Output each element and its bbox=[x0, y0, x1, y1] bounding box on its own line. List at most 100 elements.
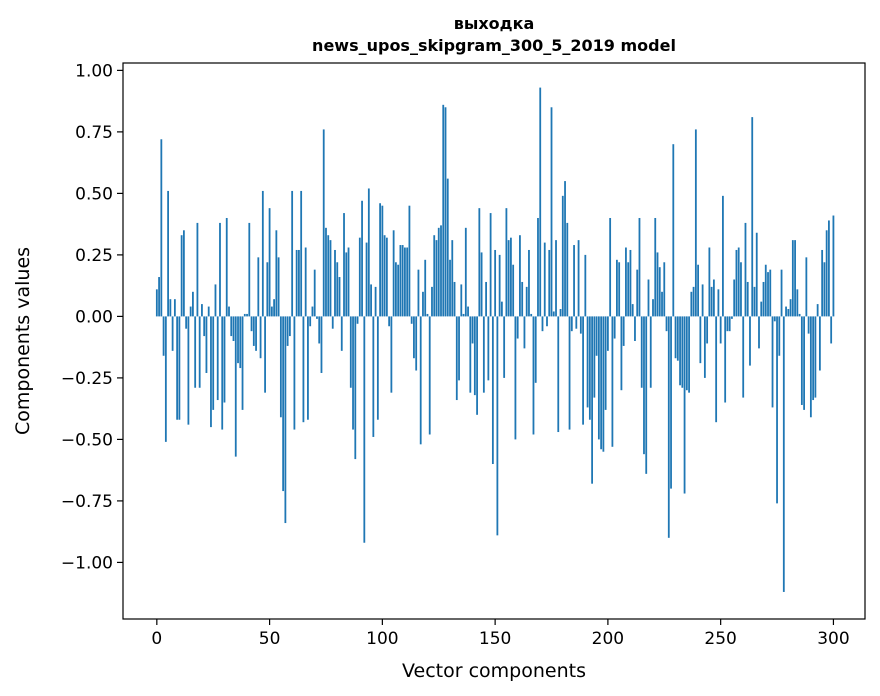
bar bbox=[733, 279, 736, 317]
bar bbox=[239, 316, 242, 369]
bar bbox=[537, 217, 539, 317]
bar bbox=[618, 262, 621, 317]
y-tick-label: 0.00 bbox=[75, 307, 113, 327]
bar bbox=[640, 316, 643, 388]
bar bbox=[634, 316, 636, 341]
bar bbox=[552, 311, 555, 317]
bar bbox=[690, 291, 693, 317]
bar bbox=[478, 208, 481, 317]
bar bbox=[699, 316, 702, 364]
bar bbox=[717, 289, 720, 317]
bar bbox=[273, 299, 275, 317]
bar bbox=[726, 316, 729, 332]
bar bbox=[681, 316, 684, 388]
bar bbox=[487, 316, 490, 381]
bar bbox=[408, 205, 411, 317]
bar bbox=[349, 316, 352, 388]
y-tick-label: 0.50 bbox=[75, 184, 113, 204]
bar bbox=[313, 269, 316, 317]
bar bbox=[753, 286, 756, 317]
y-axis-label: Components values bbox=[12, 247, 34, 435]
bar bbox=[570, 316, 573, 332]
bar bbox=[259, 316, 262, 359]
bar bbox=[338, 277, 341, 317]
bar bbox=[694, 129, 697, 317]
bar bbox=[647, 279, 650, 317]
bar bbox=[800, 316, 803, 405]
bar bbox=[385, 237, 388, 317]
bar bbox=[275, 230, 278, 317]
bar bbox=[764, 264, 767, 317]
bar bbox=[320, 316, 323, 373]
bar bbox=[627, 262, 630, 317]
bar bbox=[728, 316, 731, 332]
bar bbox=[376, 316, 379, 420]
bar bbox=[365, 242, 368, 317]
bar bbox=[388, 316, 391, 327]
bar bbox=[746, 281, 749, 317]
bar bbox=[155, 289, 158, 317]
bar bbox=[737, 247, 740, 317]
bar bbox=[185, 316, 188, 329]
bar bbox=[701, 284, 704, 317]
bar bbox=[417, 269, 420, 317]
bar bbox=[812, 316, 815, 401]
bar bbox=[674, 316, 677, 359]
bar bbox=[201, 304, 203, 317]
bar bbox=[740, 262, 742, 317]
bar bbox=[178, 316, 181, 420]
bar bbox=[476, 316, 478, 415]
bar bbox=[505, 208, 508, 317]
bar bbox=[162, 316, 165, 356]
bar bbox=[710, 286, 713, 317]
bar bbox=[712, 279, 715, 317]
y-tick-label: −0.75 bbox=[61, 492, 113, 512]
bar bbox=[176, 316, 179, 420]
bar bbox=[307, 316, 309, 420]
bar bbox=[557, 316, 560, 433]
bar bbox=[248, 222, 251, 317]
bar bbox=[773, 316, 776, 322]
bar bbox=[485, 281, 487, 317]
bar bbox=[602, 316, 605, 452]
bar bbox=[327, 235, 330, 317]
bar bbox=[210, 316, 212, 428]
bar bbox=[370, 284, 372, 317]
bar bbox=[665, 316, 668, 332]
bar bbox=[392, 230, 395, 317]
bar bbox=[532, 316, 535, 435]
bar bbox=[374, 286, 377, 317]
bar bbox=[620, 316, 623, 391]
bar bbox=[277, 257, 280, 317]
bar bbox=[525, 286, 528, 317]
bar bbox=[295, 249, 298, 317]
bar bbox=[785, 306, 787, 317]
bar bbox=[343, 213, 345, 317]
bar bbox=[352, 316, 354, 430]
bar bbox=[266, 262, 269, 317]
bar bbox=[216, 316, 219, 401]
bar bbox=[309, 316, 312, 327]
bar bbox=[489, 213, 492, 317]
bar bbox=[778, 316, 781, 356]
bar bbox=[401, 245, 404, 317]
bar bbox=[541, 316, 544, 332]
bar bbox=[228, 306, 230, 317]
bar bbox=[568, 316, 571, 430]
bar bbox=[796, 289, 799, 317]
bar bbox=[347, 247, 350, 317]
bar bbox=[182, 230, 185, 317]
bar bbox=[597, 316, 600, 440]
bar bbox=[507, 240, 510, 317]
bar bbox=[410, 316, 413, 324]
bar bbox=[270, 306, 273, 317]
bar bbox=[782, 316, 785, 592]
bar bbox=[480, 252, 483, 317]
bar bbox=[530, 313, 533, 317]
bar bbox=[546, 316, 548, 327]
bar bbox=[516, 316, 519, 339]
bar bbox=[207, 306, 210, 317]
bar bbox=[769, 269, 772, 317]
bar bbox=[171, 316, 174, 351]
bar bbox=[318, 316, 321, 344]
